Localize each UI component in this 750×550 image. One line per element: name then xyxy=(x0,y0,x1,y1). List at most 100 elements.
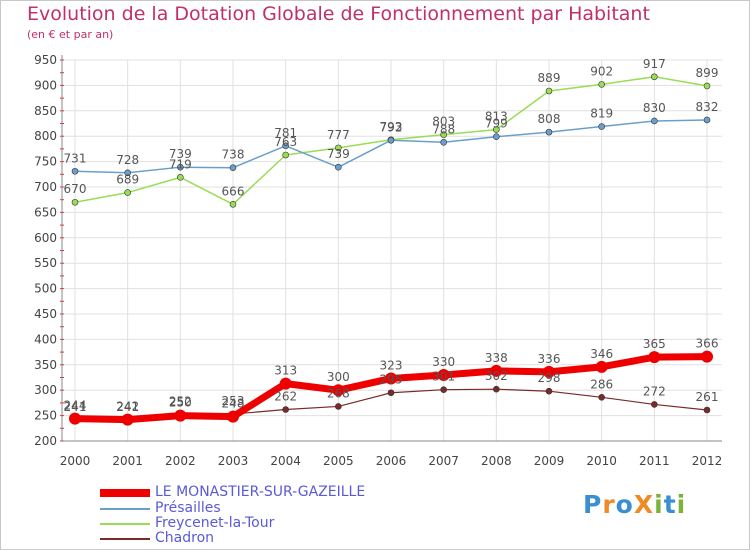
data-point xyxy=(335,144,342,152)
data-point xyxy=(493,126,500,133)
x-tick-label: 2003 xyxy=(218,454,249,468)
data-point xyxy=(177,174,184,181)
data-label: 781 xyxy=(274,126,297,140)
data-point xyxy=(227,410,239,423)
data-label: 336 xyxy=(538,352,561,366)
y-tick-label: 750 xyxy=(34,155,57,169)
data-label: 286 xyxy=(590,377,613,391)
x-tick-label: 2011 xyxy=(639,454,670,468)
data-label: 803 xyxy=(432,115,455,129)
data-point xyxy=(493,133,500,141)
data-label: 253 xyxy=(222,394,245,408)
data-label: 731 xyxy=(64,151,87,165)
data-label: 346 xyxy=(590,347,613,361)
data-label: 689 xyxy=(116,173,139,187)
data-point xyxy=(648,351,661,364)
logo-letter: i xyxy=(676,490,687,519)
x-tick-label: 2009 xyxy=(534,454,565,468)
data-label: 298 xyxy=(538,371,561,385)
data-point xyxy=(385,372,397,385)
data-label: 250 xyxy=(169,396,192,410)
data-point xyxy=(71,198,79,206)
y-tick-label: 950 xyxy=(34,53,57,67)
y-tick-label: 450 xyxy=(34,307,57,321)
data-label: 728 xyxy=(116,153,139,167)
x-tick-label: 2001 xyxy=(112,454,143,468)
data-label: 666 xyxy=(222,184,245,198)
x-tick-label: 2000 xyxy=(60,454,91,468)
chart-title: Evolution de la Dotation Globale de Fonc… xyxy=(27,3,650,25)
y-tick-label: 200 xyxy=(34,434,57,448)
data-point xyxy=(595,360,608,373)
data-point xyxy=(71,167,79,175)
data-point xyxy=(279,377,292,390)
data-label: 763 xyxy=(274,135,297,149)
data-point xyxy=(282,151,289,159)
legend-label: Présailles xyxy=(155,500,221,516)
chart-subtitle: (en € et par an) xyxy=(27,28,114,41)
legend-swatch xyxy=(100,523,150,525)
data-label: 272 xyxy=(643,384,666,398)
data-point xyxy=(121,413,134,426)
data-label: 808 xyxy=(538,112,561,126)
data-label: 670 xyxy=(64,182,87,196)
data-label: 338 xyxy=(485,351,508,365)
data-point xyxy=(598,123,605,130)
y-tick-label: 550 xyxy=(34,256,57,270)
data-point xyxy=(545,87,553,95)
data-point xyxy=(124,169,131,177)
data-point xyxy=(651,73,658,81)
data-point xyxy=(387,136,395,144)
data-label: 242 xyxy=(116,400,139,414)
y-tick-label: 400 xyxy=(34,332,57,346)
data-label: 261 xyxy=(696,390,719,404)
data-label: 738 xyxy=(222,148,245,162)
data-point xyxy=(651,117,658,125)
data-point xyxy=(387,389,395,397)
x-tick-label: 2002 xyxy=(165,454,196,468)
data-label: 366 xyxy=(696,337,719,351)
y-tick-label: 250 xyxy=(34,409,57,423)
data-label: 777 xyxy=(327,128,350,142)
x-tick-label: 2012 xyxy=(692,454,723,468)
data-point xyxy=(703,116,711,124)
y-tick-label: 700 xyxy=(34,180,57,194)
logo-letter: P xyxy=(583,490,603,519)
data-label: 313 xyxy=(274,364,297,378)
data-point xyxy=(703,82,711,90)
logo-letter: o xyxy=(615,490,634,519)
data-label: 902 xyxy=(590,64,613,78)
y-tick-label: 850 xyxy=(34,104,57,118)
data-label: 719 xyxy=(169,157,192,171)
data-point xyxy=(229,164,237,171)
data-point xyxy=(701,350,713,363)
logo-letter: X xyxy=(633,490,655,519)
legend-label: LE MONASTIER-SUR-GAZEILLE xyxy=(155,484,366,500)
data-label: 262 xyxy=(274,390,297,404)
data-label: 819 xyxy=(590,107,613,121)
data-point xyxy=(229,200,237,208)
data-point xyxy=(69,412,81,425)
x-tick-label: 2008 xyxy=(481,454,512,468)
data-label: 268 xyxy=(327,386,350,400)
data-label: 244 xyxy=(64,399,87,413)
x-tick-label: 2006 xyxy=(376,454,407,468)
data-point xyxy=(598,394,605,401)
data-point xyxy=(335,163,342,171)
data-label: 301 xyxy=(432,370,455,384)
legend-swatch xyxy=(100,538,150,540)
x-tick-label: 2005 xyxy=(323,454,354,468)
data-label: 830 xyxy=(643,101,666,115)
data-label: 799 xyxy=(485,117,508,131)
data-label: 330 xyxy=(432,355,455,369)
data-label: 917 xyxy=(643,57,666,71)
legend-swatch xyxy=(100,489,150,497)
data-label: 323 xyxy=(380,359,403,373)
data-label: 832 xyxy=(696,100,719,114)
y-tick-label: 650 xyxy=(34,205,57,219)
y-tick-label: 500 xyxy=(34,282,57,296)
x-tick-label: 2007 xyxy=(428,454,459,468)
x-tick-label: 2004 xyxy=(270,454,301,468)
